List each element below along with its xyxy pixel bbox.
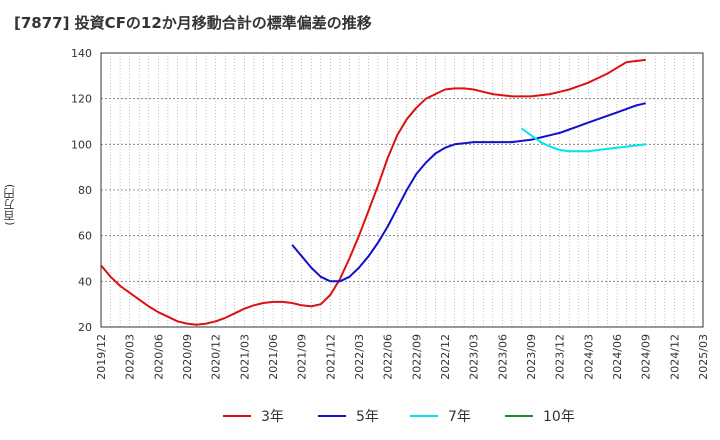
grid (101, 53, 703, 327)
x-tick-label: 2022/03 (353, 334, 366, 380)
series-line (291, 102, 646, 283)
x-tick-label: 2021/12 (324, 334, 337, 380)
x-tick-label: 2024/12 (668, 334, 681, 380)
legend-item: 10年 (505, 404, 575, 428)
x-tick-label: 2023/03 (468, 334, 481, 380)
y-tick-label: 100 (71, 138, 92, 151)
legend-label: 10年 (543, 409, 575, 425)
x-tick-label: 2020/03 (124, 334, 137, 380)
x-tick-label: 2024/03 (582, 334, 595, 380)
y-axis-ticks: 20 40 60 80 100 120 140 (71, 47, 92, 334)
x-tick-label: 2021/06 (267, 334, 280, 380)
x-tick-label: 2019/12 (95, 334, 108, 380)
legend-swatch (318, 415, 346, 417)
series-line (520, 127, 646, 153)
legend-item: 7年 (410, 404, 471, 428)
x-tick-label: 2022/09 (410, 334, 423, 380)
legend-item: 5年 (318, 404, 379, 428)
legend-label: 5年 (356, 409, 379, 425)
plot-area (100, 52, 704, 328)
legend-swatch (223, 415, 251, 417)
y-tick-label: 80 (78, 184, 92, 197)
x-tick-label: 2021/03 (238, 334, 251, 380)
legend-swatch (505, 415, 533, 417)
legend-label: 3年 (261, 409, 284, 425)
y-tick-label: 120 (71, 93, 92, 106)
legend: 3年 5年 7年 10年 (0, 404, 720, 428)
x-tick-label: 2023/09 (525, 334, 538, 380)
x-tick-label: 2020/12 (210, 334, 223, 380)
x-tick-label: 2022/12 (439, 334, 452, 380)
x-tick-label: 2024/06 (611, 334, 624, 380)
series-lines (100, 58, 646, 326)
y-tick-label: 140 (71, 47, 92, 60)
x-tick-label: 2025/03 (697, 334, 710, 380)
y-tick-label: 20 (78, 321, 92, 334)
x-tick-label: 2023/12 (554, 334, 567, 380)
x-tick-label: 2024/09 (640, 334, 653, 380)
x-tick-label: 2022/06 (382, 334, 395, 380)
legend-swatch (410, 415, 438, 417)
x-axis-ticks: 2019/12 2020/03 2020/06 2020/09 2020/12 2021/… (95, 334, 710, 380)
x-tick-label: 2021/09 (296, 334, 309, 380)
x-tick-label: 2020/06 (152, 334, 165, 380)
legend-item: 3年 (223, 404, 284, 428)
x-tick-label: 2023/06 (496, 334, 509, 380)
x-tick-label: 2020/09 (181, 334, 194, 380)
series-line (100, 58, 646, 326)
legend-label: 7年 (448, 409, 471, 425)
y-tick-label: 40 (78, 275, 92, 288)
chart-title: [7877] 投資CFの12か月移動合計の標準偏差の推移 (14, 14, 372, 32)
y-tick-label: 60 (78, 230, 92, 243)
